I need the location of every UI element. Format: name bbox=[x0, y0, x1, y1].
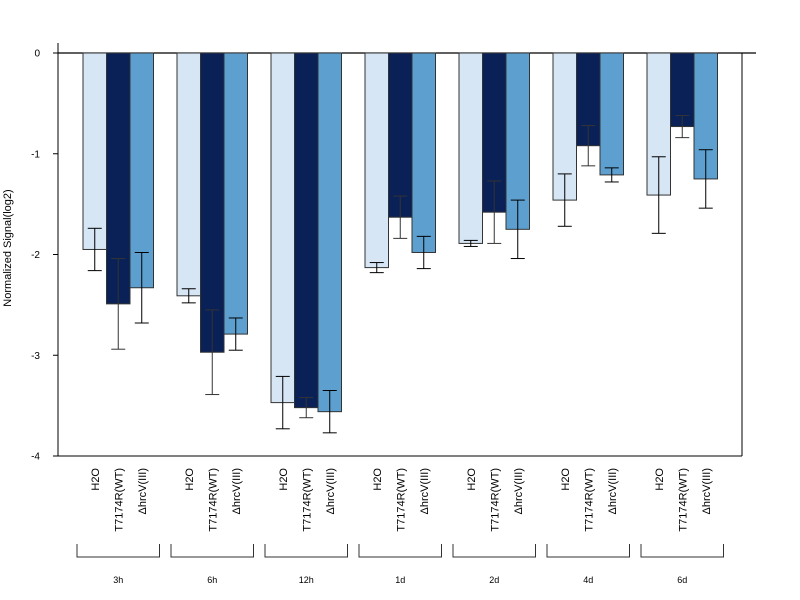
x-tick-label: T7174R(WT) bbox=[489, 468, 501, 532]
x-tick-label: H2O bbox=[560, 468, 572, 491]
x-tick-label: H2O bbox=[90, 468, 102, 491]
bar bbox=[82, 52, 107, 250]
bar bbox=[388, 52, 413, 218]
x-tick-label: T7174R(WT) bbox=[207, 468, 219, 532]
y-axis: 0 -1 -2 -3 -4 bbox=[31, 49, 58, 463]
group-label: 6d bbox=[677, 575, 687, 585]
y-tick-label: -2 bbox=[31, 250, 40, 261]
group-label: 6h bbox=[207, 575, 217, 585]
x-tick-label: ΔhrcV(III) bbox=[701, 468, 713, 514]
y-tick-label: 0 bbox=[34, 49, 40, 60]
group-brackets: 3h 6h 12h 1d 2d 4d 6d bbox=[76, 544, 724, 585]
group-bracket bbox=[264, 544, 348, 558]
bar bbox=[294, 52, 319, 409]
x-tick-label: ΔhrcV(III) bbox=[325, 468, 337, 514]
x-tick-label: ΔhrcV(III) bbox=[513, 468, 525, 514]
bar bbox=[599, 52, 624, 176]
x-tick-label: H2O bbox=[654, 468, 666, 491]
group-label: 3h bbox=[113, 575, 123, 585]
bar bbox=[223, 52, 248, 335]
y-tick-label: -4 bbox=[31, 452, 40, 463]
y-axis-title: Normalized Signal(log2) bbox=[2, 189, 14, 306]
x-tick-label: ΔhrcV(III) bbox=[137, 468, 149, 514]
x-tick-label: H2O bbox=[184, 468, 196, 491]
bar bbox=[317, 52, 342, 413]
x-tick-label: T7174R(WT) bbox=[677, 468, 689, 532]
group-bracket bbox=[452, 544, 536, 558]
group-label: 1d bbox=[395, 575, 405, 585]
bar bbox=[458, 52, 483, 244]
group-bracket bbox=[76, 544, 160, 558]
x-tick-label: T7174R(WT) bbox=[113, 468, 125, 532]
x-tick-label: T7174R(WT) bbox=[395, 468, 407, 532]
group-label: 4d bbox=[583, 575, 593, 585]
group-label: 12h bbox=[299, 575, 314, 585]
x-category-labels: H2O T7174R(WT) ΔhrcV(III) H2O T7174R(WT) Δhrc… bbox=[90, 468, 713, 532]
x-tick-label: ΔhrcV(III) bbox=[231, 468, 243, 514]
y-tick-label: -1 bbox=[31, 149, 40, 160]
bar bbox=[364, 52, 389, 269]
group-bracket bbox=[640, 544, 724, 558]
x-tick-label: T7174R(WT) bbox=[301, 468, 313, 532]
y-tick-label: -3 bbox=[31, 351, 40, 362]
bar bbox=[270, 52, 295, 404]
bar bbox=[411, 52, 436, 253]
x-tick-label: H2O bbox=[372, 468, 384, 491]
x-tick-label: H2O bbox=[466, 468, 478, 491]
group-bracket bbox=[358, 544, 442, 558]
group-bracket bbox=[546, 544, 630, 558]
error-bars-layer bbox=[87, 114, 713, 434]
bar bbox=[200, 52, 225, 353]
bars-layer bbox=[82, 52, 718, 413]
group-label: 2d bbox=[489, 575, 499, 585]
x-tick-label: T7174R(WT) bbox=[583, 468, 595, 532]
group-bracket bbox=[170, 544, 254, 558]
x-tick-label: ΔhrcV(III) bbox=[607, 468, 619, 514]
x-tick-label: ΔhrcV(III) bbox=[419, 468, 431, 514]
bar bbox=[176, 52, 201, 297]
x-tick-label: H2O bbox=[278, 468, 290, 491]
